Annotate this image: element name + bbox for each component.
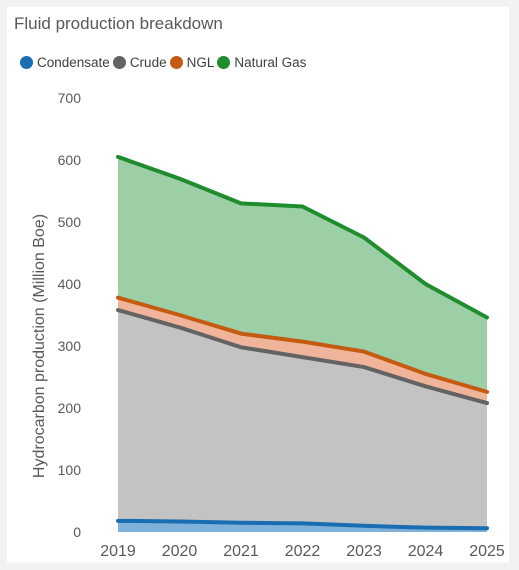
area-natural-gas — [118, 156, 487, 392]
legend-swatch-ngl — [169, 56, 183, 69]
x-tick-label-2021: 2021 — [223, 543, 259, 560]
chart-title: Fluid production breakdown — [14, 14, 223, 33]
legend-swatch-crude — [112, 56, 126, 69]
chart-legend: Condensate Crude NGL Natural Gas — [20, 55, 309, 70]
legend-label-condensate: Condensate — [37, 55, 110, 70]
x-tick-label-2020: 2020 — [162, 543, 198, 560]
y-axis-title: Hydrocarbon production (Million Boe) — [31, 214, 48, 478]
x-tick-label-2024: 2024 — [408, 543, 444, 560]
area-crude — [118, 310, 487, 529]
series-line-condensate — [116, 518, 489, 531]
area-ngl — [118, 297, 487, 404]
y-tick-label-400: 400 — [58, 276, 82, 292]
y-tick-label-500: 500 — [58, 214, 82, 230]
series-line-crude — [116, 308, 489, 406]
y-tick-label-300: 300 — [58, 338, 82, 354]
legend-swatch-natural-gas — [217, 56, 231, 69]
legend-item-condensate[interactable]: Condensate — [20, 55, 110, 70]
legend-item-natural-gas[interactable]: Natural Gas — [217, 55, 306, 70]
y-tick-label-700: 700 — [58, 90, 82, 106]
series-line-ngl — [116, 295, 489, 394]
y-tick-label-600: 600 — [58, 152, 82, 168]
legend-item-crude[interactable]: Crude — [112, 55, 167, 70]
legend-item-ngl[interactable]: NGL — [169, 55, 215, 70]
legend-label-ngl: NGL — [186, 55, 215, 70]
x-tick-label-2022: 2022 — [285, 543, 321, 560]
y-tick-label-0: 0 — [73, 524, 81, 540]
x-tick-label-2023: 2023 — [346, 543, 382, 560]
x-tick-label-2019: 2019 — [100, 543, 136, 560]
legend-label-crude: Crude — [129, 55, 167, 70]
series-line-natural-gas — [116, 154, 489, 320]
y-tick-label-100: 100 — [58, 462, 82, 478]
legend-swatch-condensate — [20, 56, 33, 69]
y-tick-label-200: 200 — [58, 400, 82, 416]
x-tick-label-2025: 2025 — [469, 543, 505, 560]
legend-label-natural-gas: Natural Gas — [234, 55, 307, 70]
